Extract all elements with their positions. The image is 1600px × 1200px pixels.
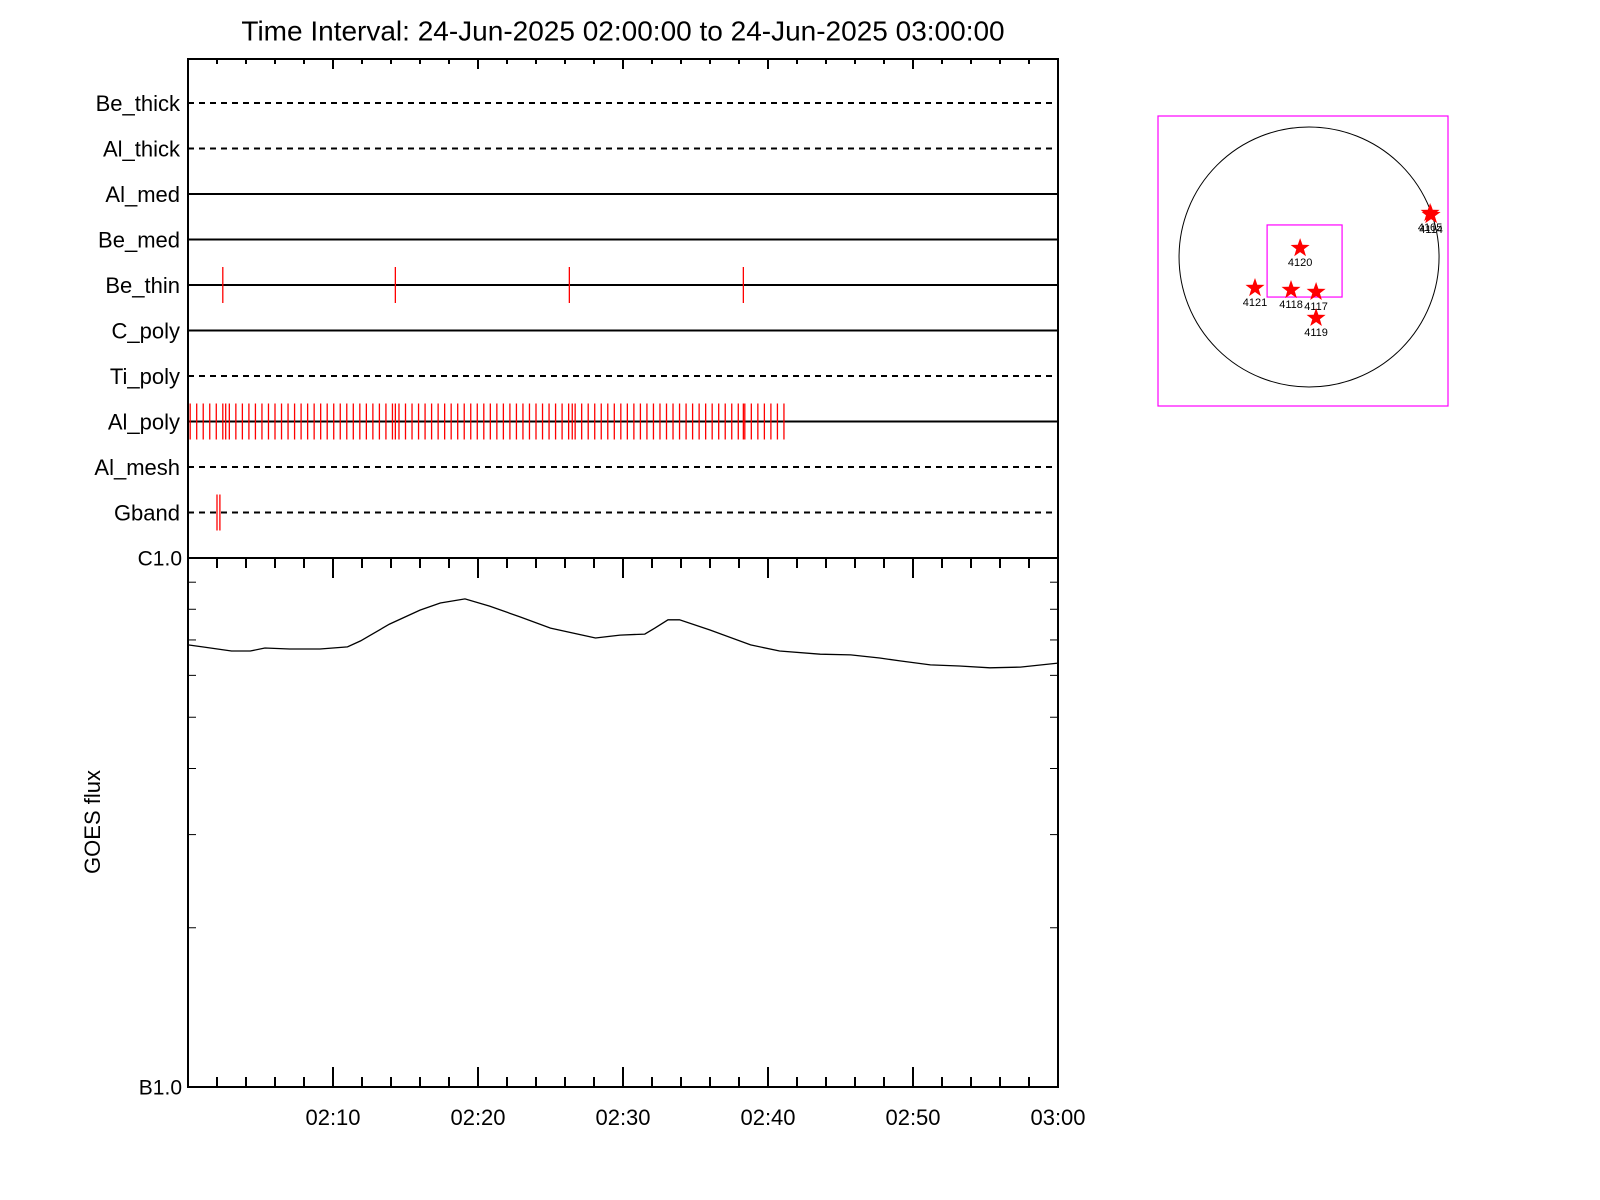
region-marker (1306, 308, 1326, 326)
y-tick-label: B1.0 (139, 1077, 182, 1100)
row-label: Gband (114, 500, 180, 525)
x-tick-label: 02:20 (450, 1105, 505, 1130)
y-tick-label: C1.0 (138, 548, 182, 571)
row-label: Be_thick (96, 91, 181, 116)
solar-disk (1178, 126, 1440, 388)
region-label: 4117 (1304, 301, 1328, 313)
row-label: Be_thin (105, 273, 180, 298)
panel-frame (187, 58, 1059, 559)
region-marker (1290, 238, 1310, 257)
x-tick-label: 02:30 (595, 1105, 650, 1130)
row-label: Al_med (105, 182, 180, 207)
region-label: 4118 (1279, 299, 1303, 311)
region-label: 4120 (1288, 257, 1312, 269)
region-marker (1245, 278, 1265, 297)
row-label: Ti_poly (110, 364, 180, 389)
row-label: Al_thick (103, 136, 181, 161)
region-marker (1281, 280, 1301, 299)
region-marker (1306, 282, 1326, 300)
region-label: 4121 (1243, 297, 1267, 309)
region-label: 4105 (1418, 222, 1442, 234)
y-axis-label: GOES flux (80, 770, 105, 874)
chart-title: Time Interval: 24-Jun-2025 02:00:00 to 2… (241, 15, 1004, 46)
x-tick-label: 02:40 (740, 1105, 795, 1130)
goes-flux-line (187, 598, 1059, 669)
row-label: C_poly (112, 318, 180, 343)
row-label: Al_mesh (94, 455, 180, 480)
region-label: 4119 (1304, 327, 1328, 339)
region-label: 4114 (1419, 224, 1443, 236)
x-tick-label: 02:50 (885, 1105, 940, 1130)
map-frame (1157, 115, 1449, 407)
panel-frame (187, 557, 1059, 1088)
x-tick-label: 03:00 (1030, 1105, 1085, 1130)
x-tick-label: 02:10 (305, 1105, 360, 1130)
field-of-view (1266, 224, 1343, 298)
row-label: Be_med (98, 227, 180, 252)
row-label: Al_poly (108, 409, 180, 434)
region-marker (1421, 205, 1441, 224)
